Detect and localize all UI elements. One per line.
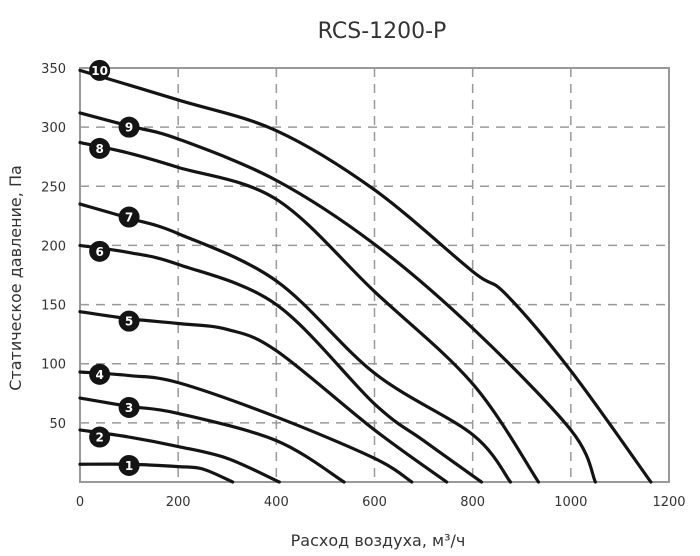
curve-label-badge	[89, 137, 111, 159]
curve-label-text: 6	[95, 245, 103, 259]
plot-frame	[79, 67, 670, 483]
curve-label-text: 4	[95, 368, 103, 382]
curve-label-text: 8	[95, 142, 103, 156]
y-tick-label: 150	[41, 299, 66, 314]
x-tick-label: 800	[460, 495, 485, 510]
curve-label-text: 5	[125, 315, 133, 329]
curve-label-text: 9	[125, 121, 133, 135]
curve-label-badge	[118, 454, 140, 476]
curve-5	[78, 310, 449, 484]
curve-label-text: 3	[125, 401, 133, 415]
x-axis-label: Расход воздуха, м³/ч	[291, 531, 466, 550]
curve-1	[78, 462, 235, 484]
x-tick-label: 600	[362, 495, 387, 510]
curve-label-10: 10	[89, 59, 111, 81]
curve-label-5: 5	[118, 310, 140, 332]
curve-label-badge	[118, 206, 140, 228]
curve-6	[78, 243, 484, 484]
curve-label-badge	[118, 116, 140, 138]
curve-label-8: 8	[89, 137, 111, 159]
x-tick-label: 0	[76, 495, 84, 510]
curve-label-badge	[89, 363, 111, 385]
curve-9	[78, 111, 597, 484]
curve-3	[78, 396, 346, 484]
curve-label-4: 4	[89, 363, 111, 385]
curve-label-text: 10	[91, 64, 108, 78]
curve-label-badge	[89, 240, 111, 262]
x-tick-label: 200	[166, 495, 191, 510]
x-axis-ticks: 0 200 400 600 800 1000 1200	[76, 495, 686, 510]
y-axis-ticks: 50 100 150 200 250 300 350	[41, 62, 66, 432]
curves	[78, 68, 653, 484]
curve-label-text: 1	[125, 459, 133, 473]
grid	[80, 68, 669, 482]
x-tick-label: 400	[264, 495, 289, 510]
y-tick-label: 250	[41, 180, 66, 195]
curve-label-7: 7	[118, 206, 140, 228]
y-axis-label: Статическое давление, Па	[6, 165, 25, 391]
curve-2	[78, 428, 281, 484]
curve-label-badge	[89, 59, 111, 81]
curve-label-3: 3	[118, 396, 140, 418]
y-tick-label: 100	[41, 358, 66, 373]
curve-label-text: 7	[125, 211, 133, 225]
curve-label-9: 9	[118, 116, 140, 138]
curve-label-2: 2	[89, 426, 111, 448]
x-tick-label: 1200	[652, 495, 685, 510]
curve-label-badge	[89, 426, 111, 448]
curve-labels: 1 2 3 4 5 6 7 8 9 10	[89, 59, 140, 476]
y-tick-label: 200	[41, 239, 66, 254]
curve-8	[78, 140, 541, 484]
curve-10	[78, 68, 653, 484]
curve-4	[78, 370, 414, 484]
curve-label-badge	[118, 396, 140, 418]
x-tick-label: 1000	[554, 495, 587, 510]
curve-label-text: 2	[95, 431, 103, 445]
y-tick-label: 50	[49, 417, 66, 432]
curve-label-badge	[118, 310, 140, 332]
y-tick-label: 350	[41, 62, 66, 77]
y-tick-label: 300	[41, 121, 66, 136]
chart-title: RCS-1200-P	[318, 19, 447, 44]
curve-label-6: 6	[89, 240, 111, 262]
curve-label-1: 1	[118, 454, 140, 476]
